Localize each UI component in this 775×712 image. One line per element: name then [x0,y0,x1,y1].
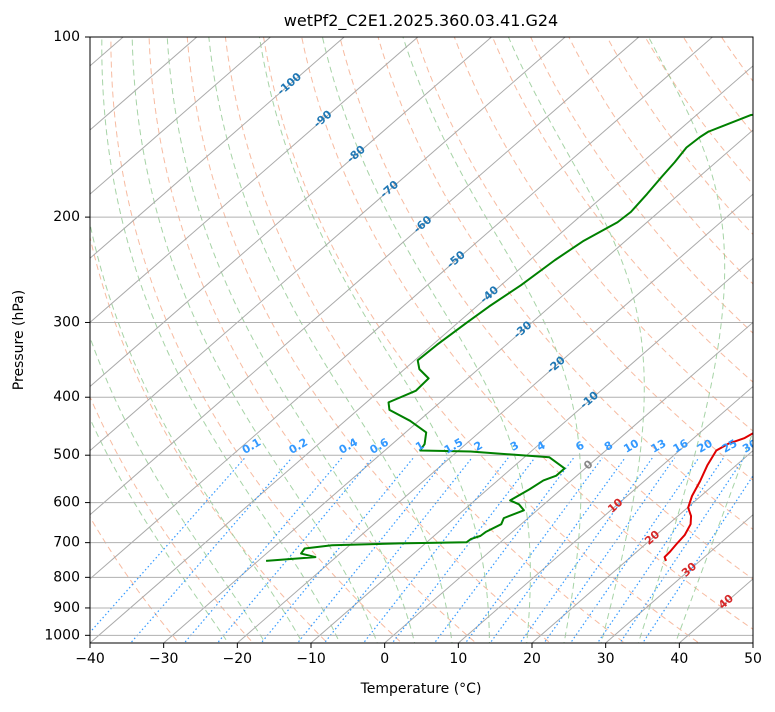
dry-adiabat [148,37,477,643]
dry-adiabat [491,37,753,383]
profile-series [265,113,753,562]
moist-adiabat [90,335,266,643]
pressure-gridlines [90,37,753,636]
x-tick-label: −40 [75,651,105,667]
y-tick-label: 700 [53,535,80,551]
mixing-ratio-line [183,457,343,643]
isotherm-line [90,37,345,259]
y-tick-label: 100 [53,29,80,45]
chart-title: wetPf2_C2E1.2025.360.03.41.G24 [284,11,558,31]
isotherm-line [90,37,493,388]
y-tick-label: 1000 [44,627,80,643]
x-axis-label: Temperature (°C) [360,681,482,697]
x-tick-label: −20 [223,651,253,667]
isotherm-line [604,514,753,643]
y-tick-label: 800 [53,569,80,585]
dry-adiabat [90,235,329,643]
y-tick-label: 300 [53,314,80,330]
mixing-ratio-line [260,457,414,643]
isotherm-line [90,37,566,452]
dry-adiabat [377,37,753,531]
mixing-ratio-line [362,457,509,643]
isotherm-line [90,37,714,580]
moist-adiabat [321,37,531,643]
moist-adiabat [507,37,645,643]
mixing-ratio-line [569,457,700,643]
x-tick-label: 20 [523,651,541,667]
moist-adiabat [208,37,453,643]
x-tick-label: −10 [296,651,326,667]
y-tick-label: 600 [53,495,80,511]
dewpoint-line [265,113,753,562]
moist-adiabat [674,430,753,643]
mixing-ratio-line [543,457,676,643]
plot-background [90,37,753,643]
x-tick-label: 30 [597,651,615,667]
moist-adiabat [258,37,490,643]
isotherm-line [457,385,753,643]
isotherm-line [90,37,419,324]
y-tick-label: 900 [53,600,80,616]
dry-adiabat [301,37,753,630]
dry-adiabat [568,37,753,285]
temperature-line [663,432,753,562]
x-tick-label: 50 [744,651,762,667]
mixing-ratio-line [391,457,536,643]
axis-ticks: −40 −30 −20 −10 0 10 20 30 40 50 100 200 300 400 500 60… [44,29,762,667]
y-tick-label: 500 [53,447,80,463]
mixing-ratio-line [296,457,448,643]
x-tick-label: 10 [449,651,467,667]
dry-adiabat [186,37,552,643]
moist-adiabat [101,37,341,643]
mixing-ratio-line [216,457,374,643]
isotherm-line [162,129,753,643]
isotherm-line [383,321,753,643]
dry-adiabat [90,516,180,643]
x-tick-label: 0 [380,651,389,667]
moist-adiabat [166,37,416,643]
isotherm-line [310,257,753,643]
dry-adiabat [453,37,753,432]
isotherm-line [90,37,272,195]
dry-adiabat [339,37,753,580]
y-tick-label: 400 [53,389,80,405]
mixing-ratio-line [519,457,653,643]
isotherm-line [531,449,753,643]
isotherm-line [236,193,753,643]
dry-adiabat [263,37,700,643]
dry-adiabat [530,37,753,334]
mixing-ratio-line [489,457,626,643]
x-tick-label: −30 [149,651,179,667]
plot-frame [89,36,754,644]
isotherm-line [90,37,640,516]
moist-adiabat [90,417,229,643]
y-axis-label: Pressure (hPa) [11,290,27,390]
y-tick-label: 200 [53,209,80,225]
isotherm-line [90,37,198,131]
x-tick-label: 40 [670,651,688,667]
isotherm-line [90,65,753,643]
mixing-ratio-line [323,457,473,643]
moist-adiabat [131,37,378,643]
mixing-ratio-line [464,457,603,643]
